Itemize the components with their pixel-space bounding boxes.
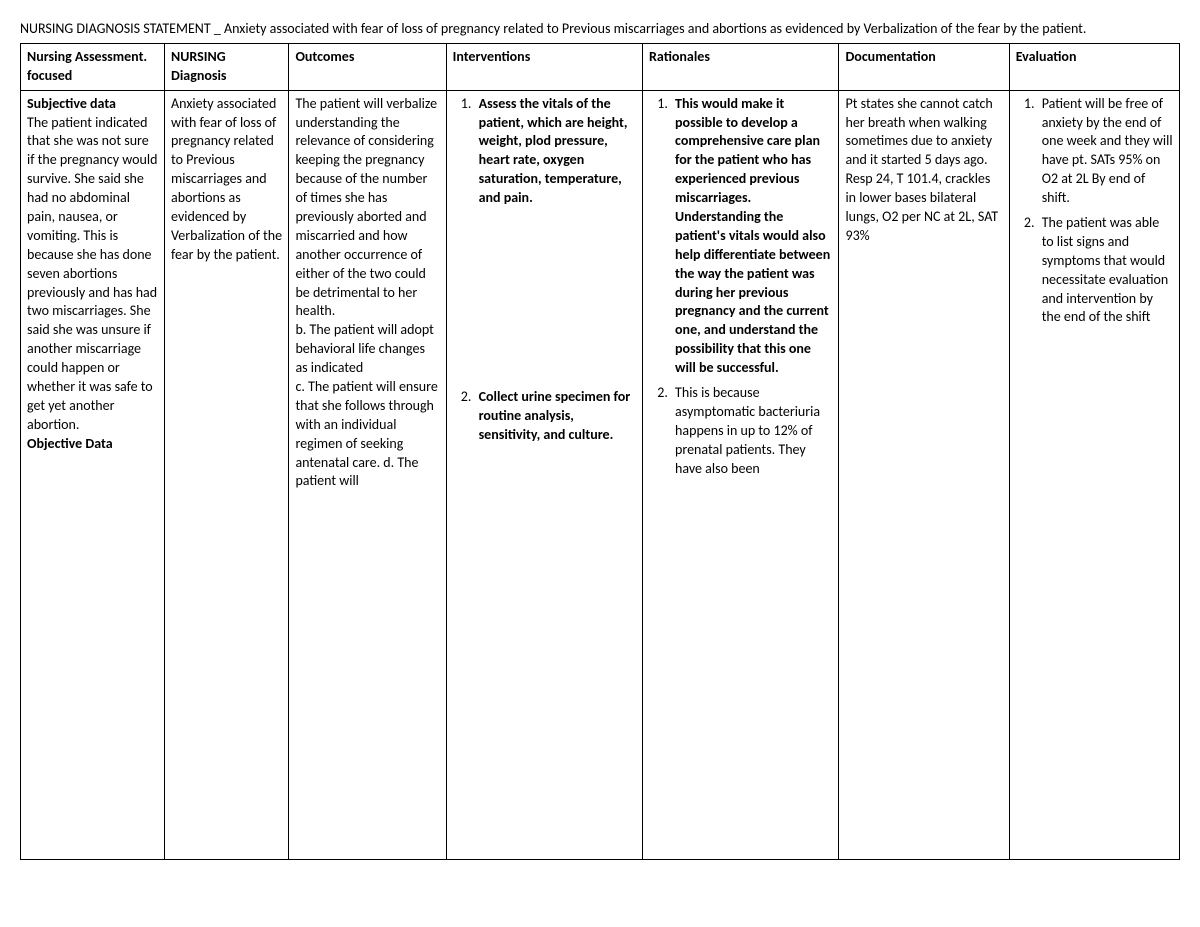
subjective-body: The patient indicated that she was not s…	[27, 114, 157, 433]
header-documentation: Documentation	[839, 43, 1009, 90]
header-evaluation: Evaluation	[1009, 43, 1179, 90]
header-diagnosis: NURSING Diagnosis	[165, 43, 289, 90]
table-body-row: Subjective data The patient indicated th…	[21, 90, 1180, 859]
rationale-item: This is because asymptomatic bacteriuria…	[671, 384, 832, 478]
header-interventions: Interventions	[446, 43, 642, 90]
diagnosis-body: Anxiety associated with fear of loss of …	[171, 95, 282, 855]
cell-diagnosis: Anxiety associated with fear of loss of …	[165, 90, 289, 859]
rationales-list: This would make it possible to develop a…	[649, 95, 832, 479]
intervention-text: Collect urine specimen for routine analy…	[479, 388, 631, 443]
cell-evaluation: Patient will be free of anxiety by the e…	[1009, 90, 1179, 859]
evaluation-item: The patient was able to list signs and s…	[1038, 214, 1173, 327]
cell-interventions: Assess the vitals of the patient, which …	[446, 90, 642, 859]
interventions-list: Assess the vitals of the patient, which …	[453, 95, 636, 445]
objective-label: Objective Data	[27, 435, 113, 452]
subjective-label: Subjective data	[27, 95, 116, 112]
evaluation-list: Patient will be free of anxiety by the e…	[1016, 95, 1173, 328]
rationale-item: This would make it possible to develop a…	[671, 95, 832, 378]
header-rationales: Rationales	[643, 43, 839, 90]
cell-assessment: Subjective data The patient indicated th…	[21, 90, 165, 859]
intervention-text: Assess the vitals of the patient, which …	[479, 95, 628, 206]
diagnosis-statement: NURSING DIAGNOSIS STATEMENT _ Anxiety as…	[20, 20, 1180, 39]
cell-outcomes: The patient will verbalize understanding…	[289, 90, 446, 859]
intervention-item: Collect urine specimen for routine analy…	[475, 388, 636, 445]
documentation-body: Pt states she cannot catch her breath wh…	[845, 95, 1002, 855]
rationale-text: This is because asymptomatic bacteriuria…	[675, 384, 820, 477]
cell-rationales: This would make it possible to develop a…	[643, 90, 839, 859]
cell-documentation: Pt states she cannot catch her breath wh…	[839, 90, 1009, 859]
header-outcomes: Outcomes	[289, 43, 446, 90]
rationale-text: This would make it possible to develop a…	[675, 95, 830, 376]
header-assessment: Nursing Assessment. focused	[21, 43, 165, 90]
care-plan-table: Nursing Assessment. focused NURSING Diag…	[20, 43, 1180, 860]
outcomes-body: The patient will verbalize understanding…	[295, 95, 439, 855]
table-header-row: Nursing Assessment. focused NURSING Diag…	[21, 43, 1180, 90]
evaluation-item: Patient will be free of anxiety by the e…	[1038, 95, 1173, 208]
intervention-item: Assess the vitals of the patient, which …	[475, 95, 636, 208]
